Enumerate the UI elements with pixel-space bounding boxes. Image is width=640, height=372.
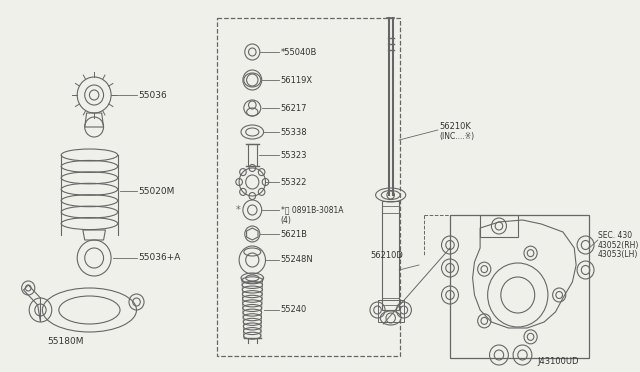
Text: 55248N: 55248N bbox=[280, 256, 314, 264]
Text: 55323: 55323 bbox=[280, 151, 307, 160]
Text: 55180M: 55180M bbox=[47, 337, 84, 346]
Bar bbox=[216, 18, 400, 356]
Text: J43100UD: J43100UD bbox=[538, 357, 579, 366]
Bar bbox=[382, 201, 399, 310]
Bar bbox=[248, 144, 257, 166]
Text: 5621B: 5621B bbox=[280, 230, 308, 238]
Text: 56210D: 56210D bbox=[370, 250, 403, 260]
Text: SEC. 430: SEC. 430 bbox=[598, 231, 632, 240]
Bar bbox=[378, 300, 404, 322]
Text: *Ⓝ 0891B-3081A: *Ⓝ 0891B-3081A bbox=[280, 205, 343, 215]
Bar bbox=[450, 215, 589, 358]
Text: 55036: 55036 bbox=[138, 90, 167, 99]
Text: 55338: 55338 bbox=[280, 128, 307, 137]
Text: 56210K: 56210K bbox=[440, 122, 472, 131]
Text: (INC....※): (INC....※) bbox=[440, 131, 475, 141]
Text: 43053(LH): 43053(LH) bbox=[598, 250, 638, 260]
Text: 56217: 56217 bbox=[280, 103, 307, 112]
Text: *55040B: *55040B bbox=[280, 48, 317, 57]
Text: 43052(RH): 43052(RH) bbox=[598, 241, 639, 250]
Text: *: * bbox=[236, 205, 241, 215]
Bar bbox=[480, 215, 518, 237]
Text: (4): (4) bbox=[280, 215, 291, 224]
Text: 55322: 55322 bbox=[280, 177, 307, 186]
Text: 55020M: 55020M bbox=[138, 186, 175, 196]
Text: 55240: 55240 bbox=[280, 305, 307, 314]
Text: 55036+A: 55036+A bbox=[138, 253, 180, 263]
Text: 56119X: 56119X bbox=[280, 76, 313, 84]
